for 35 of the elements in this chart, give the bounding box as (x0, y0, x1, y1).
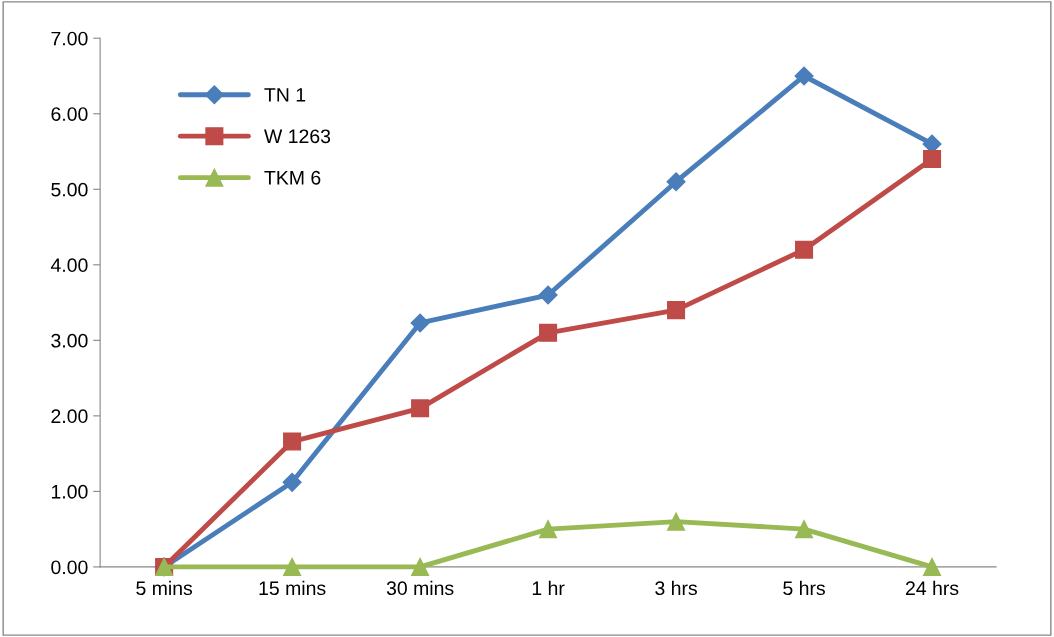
point (283, 557, 302, 576)
legend-label: TN 1 (264, 88, 306, 102)
point (666, 172, 686, 192)
point (923, 150, 942, 169)
y-tick-label: 5.00 (51, 182, 88, 197)
x-tick-label: 5 hrs (783, 580, 825, 596)
point (411, 399, 430, 418)
point (667, 512, 686, 531)
point (923, 557, 942, 576)
y-tick-label: 4.00 (50, 258, 88, 273)
y-tick-label: 6.00 (51, 107, 88, 121)
legend-label: W 1263 (264, 129, 331, 144)
y-tick-label: 1.00 (51, 484, 88, 499)
legend-label: TKM 6 (264, 170, 321, 185)
x-tick-label: 24 hrs (906, 580, 959, 596)
x-tick-label: 15 mins (259, 580, 326, 596)
x-tick-label: 5 mins (136, 580, 193, 596)
point (795, 520, 814, 539)
point (282, 472, 302, 492)
point (539, 520, 558, 539)
point (411, 557, 430, 576)
point (538, 285, 558, 305)
point (410, 313, 430, 333)
y-tick-label: 3.00 (51, 333, 88, 348)
x-tick-label: 30 mins (386, 580, 454, 596)
point (283, 432, 302, 451)
point (794, 66, 814, 86)
point (539, 323, 558, 342)
point (667, 301, 686, 320)
point (795, 240, 814, 259)
x-tick-label: 1 hr (532, 580, 565, 595)
x-tick-label: 3 hrs (655, 580, 697, 596)
y-tick-label: 2.00 (51, 409, 88, 424)
y-tick-label: 0.00 (51, 560, 88, 575)
y-tick-label: 7.00 (51, 31, 88, 46)
